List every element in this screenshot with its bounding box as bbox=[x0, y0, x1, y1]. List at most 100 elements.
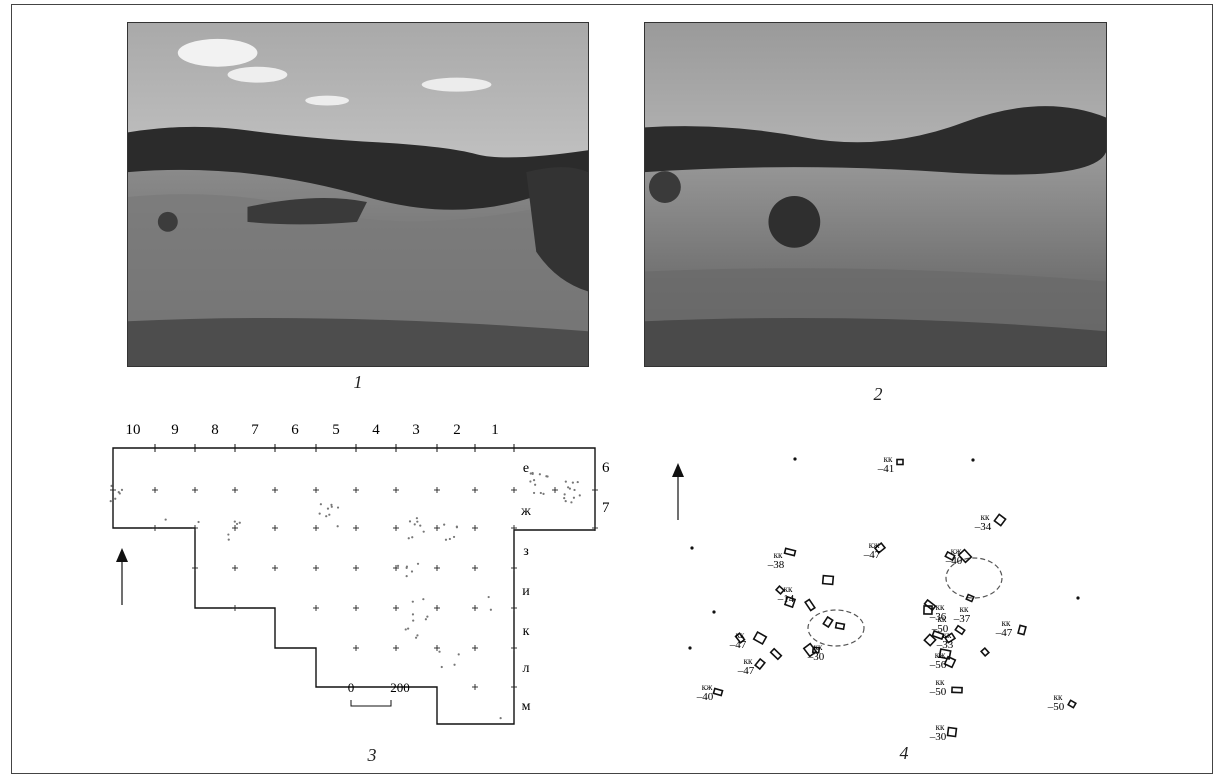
find-dot bbox=[570, 501, 573, 504]
find-dot bbox=[571, 481, 574, 484]
find-label: кк–30 bbox=[929, 722, 947, 743]
find-label-depth: –50 bbox=[929, 686, 947, 698]
find-object bbox=[822, 615, 834, 629]
find-dot bbox=[416, 562, 420, 565]
find-label: кк–41 bbox=[877, 454, 895, 475]
find-object bbox=[944, 550, 956, 562]
column-label: 1 bbox=[491, 422, 499, 438]
find-label: кк–37 bbox=[953, 604, 971, 625]
find-object bbox=[980, 646, 990, 658]
caption-1: 1 bbox=[353, 372, 363, 392]
find-dot bbox=[444, 538, 448, 541]
find-object bbox=[938, 648, 952, 660]
find-dot bbox=[416, 634, 419, 637]
find-dot bbox=[405, 565, 409, 568]
find-label-code: кк bbox=[938, 614, 947, 624]
find-point bbox=[690, 546, 694, 550]
find-dot bbox=[411, 613, 415, 616]
find-dot bbox=[109, 499, 112, 503]
find-label-code: кк bbox=[936, 722, 945, 732]
find-object bbox=[965, 593, 975, 603]
north-arrow bbox=[672, 463, 684, 520]
right-row-label: 6 bbox=[602, 460, 610, 476]
row-label: к bbox=[523, 624, 530, 639]
find-object bbox=[769, 647, 783, 661]
caption-4: 4 bbox=[899, 743, 909, 763]
find-dot bbox=[110, 484, 113, 487]
find-dot bbox=[542, 492, 545, 495]
find-object bbox=[946, 726, 958, 738]
find-dot bbox=[532, 479, 536, 482]
find-label-code: кк bbox=[774, 550, 783, 560]
row-label: е bbox=[523, 461, 529, 476]
find-label: кк–38 bbox=[767, 550, 785, 571]
find-dot bbox=[411, 600, 414, 603]
find-label: кж–40 bbox=[945, 546, 963, 567]
column-label: 10 bbox=[126, 422, 141, 438]
find-dot bbox=[422, 598, 425, 601]
find-dot bbox=[413, 523, 416, 526]
column-label: 6 bbox=[291, 422, 299, 438]
find-object bbox=[943, 655, 957, 669]
find-dot bbox=[117, 491, 120, 494]
find-label: кк–34 bbox=[974, 512, 992, 533]
find-label-depth: –50 bbox=[1047, 701, 1065, 713]
find-dot bbox=[564, 480, 567, 483]
find-dot bbox=[330, 503, 333, 506]
row-label: л bbox=[523, 661, 530, 676]
find-dot bbox=[564, 500, 567, 503]
find-dot bbox=[578, 494, 581, 497]
find-label-code: кж bbox=[702, 682, 713, 692]
right-row-label: 7 bbox=[602, 500, 610, 516]
find-label-code: кк bbox=[784, 584, 793, 594]
find-dot bbox=[336, 525, 339, 528]
find-dot bbox=[453, 663, 456, 666]
find-object bbox=[821, 574, 835, 586]
find-label-depth: –36 bbox=[929, 611, 947, 623]
find-dot bbox=[415, 517, 419, 520]
find-dot bbox=[499, 717, 502, 720]
find-dot bbox=[448, 537, 451, 541]
find-label-depth: –47 bbox=[863, 549, 881, 561]
find-object bbox=[923, 633, 937, 647]
find-label-code: кк bbox=[884, 454, 893, 464]
find-dot bbox=[568, 487, 571, 490]
find-label-depth: –56 bbox=[929, 659, 947, 671]
find-label: кк–47 bbox=[737, 656, 755, 677]
find-label: кк–30 bbox=[807, 642, 825, 663]
find-label: кж–40 bbox=[696, 682, 714, 703]
find-label-depth: –14 bbox=[777, 593, 795, 605]
find-dot bbox=[412, 619, 415, 622]
column-label: 9 bbox=[171, 422, 179, 438]
find-dot bbox=[531, 471, 534, 475]
find-dot bbox=[572, 496, 576, 499]
scale-bar: 0 200 bbox=[348, 680, 410, 707]
find-label-depth: –38 bbox=[767, 559, 785, 571]
find-dot bbox=[534, 483, 537, 486]
find-dot bbox=[443, 523, 446, 526]
scale-start: 0 bbox=[348, 680, 355, 695]
find-dot bbox=[407, 537, 410, 540]
find-label-code: кж bbox=[869, 540, 880, 550]
find-object bbox=[896, 458, 904, 466]
find-label-code: кк bbox=[736, 630, 745, 640]
column-label: 3 bbox=[412, 422, 420, 438]
find-dot bbox=[538, 473, 541, 476]
find-dot bbox=[545, 475, 548, 478]
find-label: кк–33 bbox=[936, 630, 954, 651]
find-object bbox=[712, 687, 724, 697]
find-label-code: кк bbox=[981, 512, 990, 522]
find-label: кк–14 bbox=[777, 584, 795, 605]
column-label: 8 bbox=[211, 422, 219, 438]
find-dot bbox=[539, 491, 542, 495]
caption-3: 3 bbox=[367, 745, 377, 765]
find-dot bbox=[411, 536, 414, 539]
find-dot bbox=[238, 521, 241, 524]
feature-outline-right bbox=[945, 557, 1003, 599]
find-object bbox=[752, 630, 768, 646]
find-object bbox=[931, 629, 945, 641]
landscape-photo-1 bbox=[127, 22, 589, 367]
find-dot bbox=[414, 636, 418, 639]
find-dot bbox=[318, 512, 321, 515]
find-label-depth: –34 bbox=[974, 521, 992, 533]
